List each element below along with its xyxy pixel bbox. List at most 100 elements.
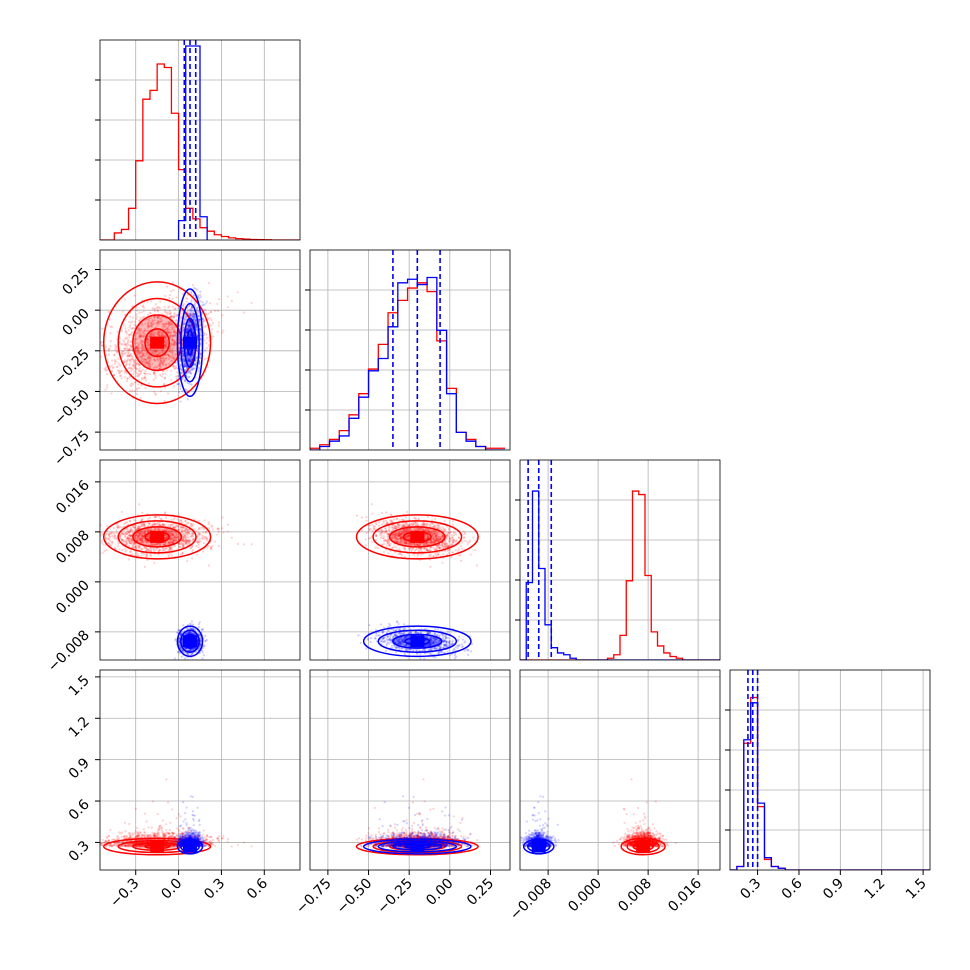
sample-point: [158, 362, 161, 365]
sample-point: [187, 369, 190, 372]
sample-point: [169, 334, 172, 337]
sample-point: [188, 649, 191, 652]
sample-point: [185, 531, 188, 534]
sample-point: [198, 320, 201, 324]
sample-point: [143, 306, 146, 309]
sample-point: [161, 362, 164, 365]
sample-point: [112, 536, 115, 539]
sample-point: [140, 350, 143, 353]
sample-point: [210, 319, 213, 322]
sample-point: [193, 363, 196, 366]
sample-point: [140, 311, 143, 314]
sample-point: [205, 537, 209, 541]
sample-point: [185, 371, 188, 374]
contour-red: [102, 281, 212, 405]
histogram-blue: [177, 45, 208, 240]
sample-point: [156, 348, 160, 351]
contour-blue: [180, 302, 200, 383]
sample-point: [201, 311, 204, 314]
sample-point: [126, 351, 129, 354]
sample-point: [168, 546, 171, 549]
sample-point: [173, 536, 176, 539]
sample-point: [192, 647, 195, 650]
sample-point: [181, 390, 184, 393]
sample-point: [158, 523, 161, 526]
sample-point: [191, 315, 195, 318]
sample-point: [203, 339, 207, 342]
sample-point: [159, 548, 162, 552]
sample-point: [141, 339, 144, 343]
sample-point: [178, 637, 181, 640]
sample-point: [124, 535, 127, 538]
sample-point: [187, 536, 190, 539]
sample-point: [177, 382, 180, 386]
sample-point: [135, 552, 138, 555]
sample-point: [148, 359, 151, 362]
sample-point: [196, 311, 199, 314]
sample-point: [136, 351, 139, 354]
sample-point: [180, 312, 183, 315]
sample-point: [134, 342, 137, 345]
sample-point: [128, 347, 131, 351]
sample-point: [188, 325, 191, 328]
sample-point: [136, 527, 140, 530]
sample-point: [164, 344, 168, 347]
sample-point: [187, 359, 190, 362]
sample-point: [100, 531, 102, 534]
sample-point: [129, 540, 133, 544]
sample-point: [179, 364, 182, 367]
sample-point: [177, 545, 181, 548]
sample-point: [177, 536, 180, 539]
sample-point: [128, 336, 131, 339]
sample-point: [157, 306, 160, 309]
sample-point: [185, 542, 188, 545]
sample-point: [140, 332, 143, 335]
sample-point: [133, 361, 136, 364]
sample-point: [150, 528, 153, 532]
sample-point: [127, 531, 131, 534]
sample-point: [184, 314, 187, 317]
sample-point: [168, 531, 171, 535]
sample-point: [192, 632, 195, 636]
sample-point: [162, 355, 165, 358]
sample-point: [161, 523, 164, 526]
sample-point: [178, 639, 181, 642]
sample-point: [138, 530, 141, 533]
sample-point: [173, 539, 176, 542]
sample-point: [197, 533, 201, 536]
sample-point: [182, 354, 185, 357]
sample-point: [138, 342, 141, 345]
density-peak: [183, 336, 197, 349]
sample-point: [190, 306, 193, 310]
sample-point: [139, 359, 143, 362]
sample-point: [175, 539, 178, 542]
sample-point: [178, 350, 181, 353]
sample-point: [129, 347, 132, 350]
sample-point: [123, 359, 126, 362]
sample-point: [190, 359, 193, 362]
sample-point: [159, 300, 162, 303]
sample-point: [130, 327, 133, 331]
sample-point: [198, 318, 201, 321]
sample-point: [190, 358, 193, 361]
sample-point: [138, 544, 141, 547]
sample-point: [124, 343, 127, 346]
sample-point: [116, 330, 119, 333]
sample-point: [226, 306, 230, 309]
sample-point: [145, 338, 149, 341]
sample-point: [189, 308, 192, 311]
sample-point: [140, 525, 143, 528]
sample-point: [109, 345, 112, 348]
sample-point: [107, 310, 110, 314]
sample-point: [181, 526, 185, 529]
sample-point: [187, 391, 191, 394]
sample-point: [190, 324, 193, 327]
sample-point: [168, 541, 171, 545]
sample-point: [134, 366, 137, 369]
sample-point: [177, 340, 180, 343]
sample-point: [178, 545, 182, 549]
sample-point: [115, 529, 118, 532]
sample-point: [178, 545, 181, 549]
sample-point: [170, 315, 173, 318]
sample-point: [146, 300, 149, 303]
